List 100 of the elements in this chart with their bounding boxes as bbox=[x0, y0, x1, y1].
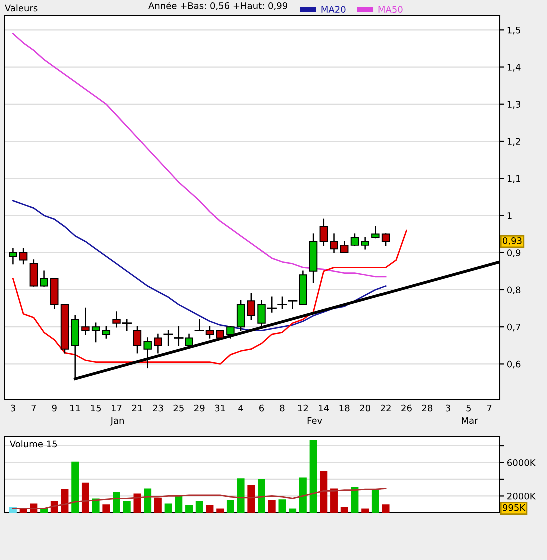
text: Fev bbox=[308, 417, 322, 424]
x-tick-label: 26 bbox=[402, 404, 412, 412]
x-tick-label: 3 bbox=[11, 404, 16, 412]
x-tick-label: 15 bbox=[91, 404, 102, 412]
candlestick bbox=[40, 270, 48, 287]
bar bbox=[196, 501, 204, 513]
bar bbox=[351, 487, 359, 513]
text: Mar bbox=[462, 417, 478, 424]
y-tick-label: 1 bbox=[508, 212, 512, 220]
y-tick-label: 6000K bbox=[508, 459, 536, 466]
y-tick-label: 0,7 bbox=[508, 324, 520, 332]
bar bbox=[144, 488, 152, 513]
bar bbox=[278, 500, 286, 513]
x-tick-label: 14 bbox=[319, 404, 330, 412]
bar bbox=[175, 495, 183, 513]
bar bbox=[340, 507, 348, 513]
bar bbox=[372, 490, 380, 513]
y-tick-label: 1,1 bbox=[508, 175, 520, 184]
x-tick-label: 31 bbox=[215, 404, 226, 412]
text: Année +Bas: 0,56 +Haut: 0,99 bbox=[148, 2, 288, 10]
x-tick-label: 9 bbox=[52, 404, 57, 412]
bar bbox=[330, 488, 338, 513]
candlestick bbox=[340, 241, 349, 254]
x-tick-label: 22 bbox=[380, 404, 391, 412]
chart-title: Volume 15 bbox=[10, 440, 58, 448]
x-tick-label: 4 bbox=[238, 404, 244, 412]
line-series bbox=[12, 33, 387, 278]
bar bbox=[289, 508, 297, 513]
x-tick-label: 23 bbox=[153, 404, 164, 412]
candlestick bbox=[19, 248, 28, 265]
candlestick bbox=[82, 308, 90, 336]
candlestick bbox=[372, 226, 380, 239]
bar bbox=[320, 471, 328, 513]
x-tick-label: 20 bbox=[360, 404, 370, 412]
y-tick-label: 1,2 bbox=[508, 138, 520, 146]
x-tick-label: 25 bbox=[174, 404, 184, 412]
bar bbox=[92, 498, 100, 513]
bar bbox=[310, 440, 318, 513]
candlestick bbox=[133, 326, 142, 354]
bar bbox=[102, 504, 110, 513]
bar bbox=[248, 485, 256, 513]
y-tick-label: 1,4 bbox=[508, 64, 521, 72]
y-tick-label: 1,5 bbox=[508, 27, 520, 35]
x-tick-label: 12 bbox=[298, 404, 308, 412]
y-tick-label: 0,8 bbox=[508, 286, 521, 294]
y-tick-label: 0,9 bbox=[508, 250, 521, 258]
line-series bbox=[12, 230, 408, 365]
bar bbox=[226, 500, 234, 513]
candlestick bbox=[154, 334, 162, 354]
x-tick-label: 29 bbox=[194, 404, 205, 412]
bar bbox=[258, 479, 266, 513]
annotation: 0,93 bbox=[503, 238, 522, 246]
y-tick-label: 1,3 bbox=[508, 101, 521, 109]
bar bbox=[123, 501, 131, 513]
bar bbox=[164, 504, 172, 513]
text: Jan bbox=[110, 417, 124, 426]
candlestick bbox=[144, 338, 152, 369]
x-tick-label: 5 bbox=[466, 404, 471, 412]
line-series bbox=[12, 488, 387, 510]
bar bbox=[362, 508, 370, 513]
bar bbox=[154, 498, 162, 513]
x-tick-label: 8 bbox=[280, 404, 285, 412]
chart-title: Valeurs bbox=[4, 4, 38, 12]
candlestick bbox=[30, 260, 38, 287]
bar bbox=[299, 478, 307, 513]
candlestick bbox=[9, 248, 18, 265]
candlestick bbox=[330, 234, 338, 254]
x-tick-label: 6 bbox=[260, 404, 264, 412]
candlestick bbox=[361, 237, 370, 250]
bar bbox=[82, 482, 90, 513]
candlestick bbox=[350, 234, 360, 246]
y-tick-label: 0,6 bbox=[508, 360, 521, 369]
text: 995K bbox=[503, 504, 526, 512]
x-tick-label: 11 bbox=[70, 404, 80, 412]
x-tick-label: 7 bbox=[487, 404, 492, 412]
candlestick bbox=[92, 322, 100, 343]
candlestick bbox=[247, 293, 256, 320]
bar bbox=[237, 478, 245, 513]
x-tick-label: 7 bbox=[32, 404, 36, 412]
legend-label: MA50 bbox=[378, 6, 403, 14]
x-tick-label: 28 bbox=[422, 404, 433, 412]
candlestick bbox=[226, 326, 235, 339]
bar bbox=[113, 492, 120, 513]
x-tick-label: 21 bbox=[132, 404, 142, 412]
candlestick bbox=[320, 218, 328, 246]
candlestick bbox=[382, 234, 390, 246]
y-tick-label: 2000K bbox=[508, 492, 536, 500]
legend-label: MA20 bbox=[322, 6, 346, 14]
candlestick bbox=[278, 296, 288, 310]
bar bbox=[72, 462, 80, 513]
bar bbox=[206, 505, 214, 513]
bar bbox=[216, 508, 224, 513]
x-tick-label: 18 bbox=[340, 404, 350, 412]
x-tick-label: 3 bbox=[446, 404, 450, 412]
bar bbox=[186, 505, 193, 513]
x-tick-label: 17 bbox=[112, 404, 122, 412]
bar bbox=[268, 500, 276, 513]
candlestick bbox=[102, 326, 111, 339]
candlestick bbox=[236, 300, 246, 332]
bar bbox=[382, 504, 390, 513]
